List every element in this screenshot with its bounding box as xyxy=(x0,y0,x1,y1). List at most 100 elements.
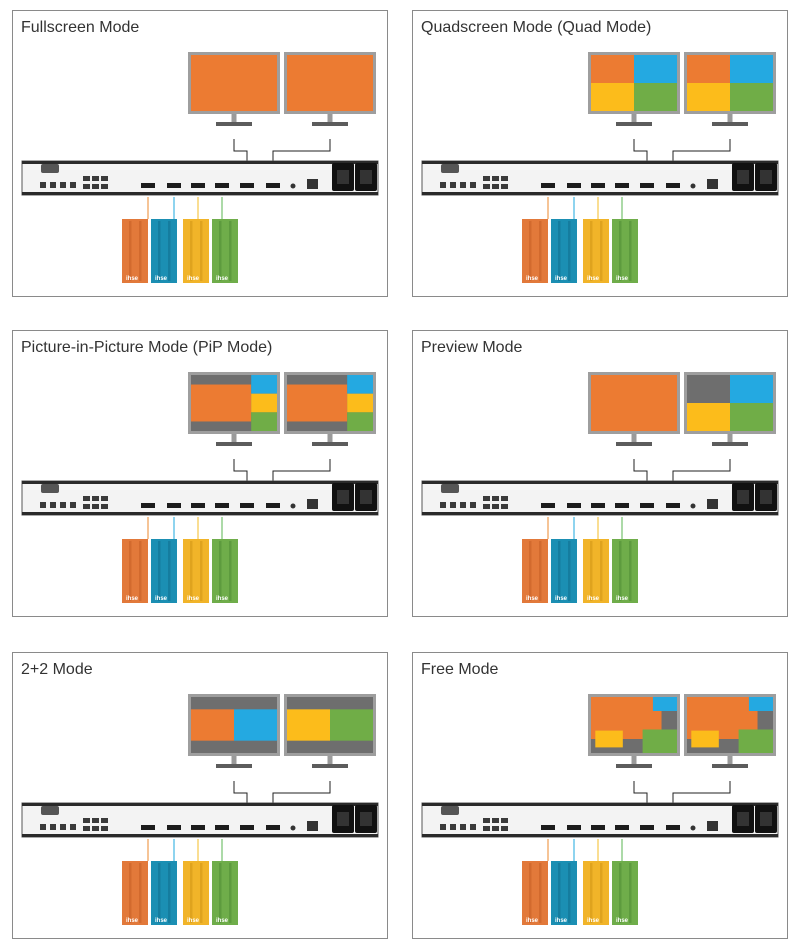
usb-b-port xyxy=(440,182,446,188)
usb-a-port xyxy=(92,176,99,181)
tower-body xyxy=(122,861,148,925)
tower-ridge xyxy=(229,221,232,281)
monitor-neck xyxy=(231,434,237,443)
device-top-edge xyxy=(22,803,378,806)
panel-title: Picture-in-Picture Mode (PiP Mode) xyxy=(21,339,273,356)
monitor-base xyxy=(216,442,252,446)
usb-a-port xyxy=(492,184,499,189)
tower-ridge xyxy=(619,541,622,601)
monitor-base xyxy=(312,122,348,126)
content-preview-empty xyxy=(687,375,730,403)
tower-ridge xyxy=(190,541,193,601)
tower-ridge xyxy=(129,221,132,281)
power-socket-inlet xyxy=(337,170,349,184)
usb-b-port xyxy=(70,502,76,508)
dp-output-port xyxy=(640,183,654,188)
usb-b-port xyxy=(40,502,46,508)
power-socket-inlet xyxy=(360,170,372,184)
usb-a-port xyxy=(492,176,499,181)
diagram-2plus2: ihse ihse ihse ihse xyxy=(21,694,379,925)
usb-a-port xyxy=(501,818,508,823)
kvm-device xyxy=(21,480,379,516)
dp-output-port xyxy=(666,183,680,188)
brand-logo: ihse xyxy=(126,276,139,282)
dp-input-port xyxy=(141,183,155,188)
content-pip-main xyxy=(287,384,348,422)
dp-input-port xyxy=(167,503,181,508)
monitor-neck xyxy=(631,434,637,443)
device-bottom-edge xyxy=(422,192,778,195)
content-free-window-green xyxy=(738,729,773,753)
device-chassis xyxy=(21,160,379,196)
dp-output-port xyxy=(266,503,280,508)
computer-tower: ihse xyxy=(551,539,577,603)
device-top-edge xyxy=(422,803,778,806)
tower-ridge xyxy=(600,541,603,601)
content-preview-d xyxy=(730,403,773,431)
dp-input-port xyxy=(215,825,229,830)
tower-body xyxy=(522,219,548,283)
computer-tower: ihse xyxy=(183,539,209,603)
computer-tower: ihse xyxy=(122,219,148,283)
panel-fullscreen-mode: Fullscreen Mode ihse ihse ihse ihse xyxy=(12,10,388,297)
tower-ridge xyxy=(619,221,622,281)
usb-a-port xyxy=(83,496,90,501)
usb-b-port xyxy=(50,824,56,830)
panel-quadscreen-mode: Quadscreen Mode (Quad Mode) ihse ihse ihse… xyxy=(412,10,788,297)
content-quad-bl xyxy=(687,83,730,111)
network-port xyxy=(307,499,318,509)
audio-jack xyxy=(690,183,696,189)
dp-input-port xyxy=(191,825,205,830)
monitor xyxy=(684,372,776,446)
tower-ridge xyxy=(190,863,193,923)
usb-b-port xyxy=(40,824,46,830)
brand-logo: ihse xyxy=(216,276,229,282)
network-port xyxy=(307,821,318,831)
brand-logo: ihse xyxy=(587,276,600,282)
monitor xyxy=(188,52,280,126)
power-socket-inlet xyxy=(737,490,749,504)
brand-logo: ihse xyxy=(555,596,568,602)
power-socket-inlet xyxy=(760,170,772,184)
usb-a-port xyxy=(101,496,108,501)
monitor-base xyxy=(616,764,652,768)
network-port xyxy=(307,179,318,189)
tower-ridge xyxy=(600,221,603,281)
usb-b-port xyxy=(450,824,456,830)
dp-input-port xyxy=(191,503,205,508)
dp-output-port xyxy=(240,503,254,508)
panel-title: Fullscreen Mode xyxy=(21,19,140,36)
monitor-neck xyxy=(727,756,733,765)
usb-b-port xyxy=(60,824,66,830)
content-quad-tr xyxy=(634,55,677,83)
brand-logo: ihse xyxy=(187,918,200,924)
device-chassis xyxy=(421,802,779,838)
power-socket-inlet xyxy=(360,812,372,826)
dp-input-port xyxy=(191,183,205,188)
usb-b-port xyxy=(60,182,66,188)
tower-ridge xyxy=(168,863,171,923)
usb-a-port xyxy=(83,184,90,189)
brand-logo: ihse xyxy=(616,596,629,602)
content-2plus2-right xyxy=(234,709,277,741)
monitor xyxy=(188,372,280,446)
audio-jack xyxy=(290,825,296,831)
tower-ridge xyxy=(539,541,542,601)
tower-body xyxy=(212,219,238,283)
tower-ridge xyxy=(139,221,142,281)
monitor-base xyxy=(712,442,748,446)
usb-a-port xyxy=(92,184,99,189)
brand-logo: ihse xyxy=(555,918,568,924)
dp-input-port xyxy=(567,503,581,508)
tower-ridge xyxy=(529,863,532,923)
tower-body xyxy=(583,861,609,925)
brand-logo: ihse xyxy=(126,596,139,602)
usb-b-port xyxy=(60,502,66,508)
content-quad-tl xyxy=(687,55,730,83)
content-2plus2-left xyxy=(287,709,330,741)
tower-ridge xyxy=(590,863,593,923)
device-chassis xyxy=(21,480,379,516)
panel-title: Free Mode xyxy=(421,661,499,678)
audio-jack xyxy=(690,825,696,831)
monitor-base xyxy=(312,442,348,446)
